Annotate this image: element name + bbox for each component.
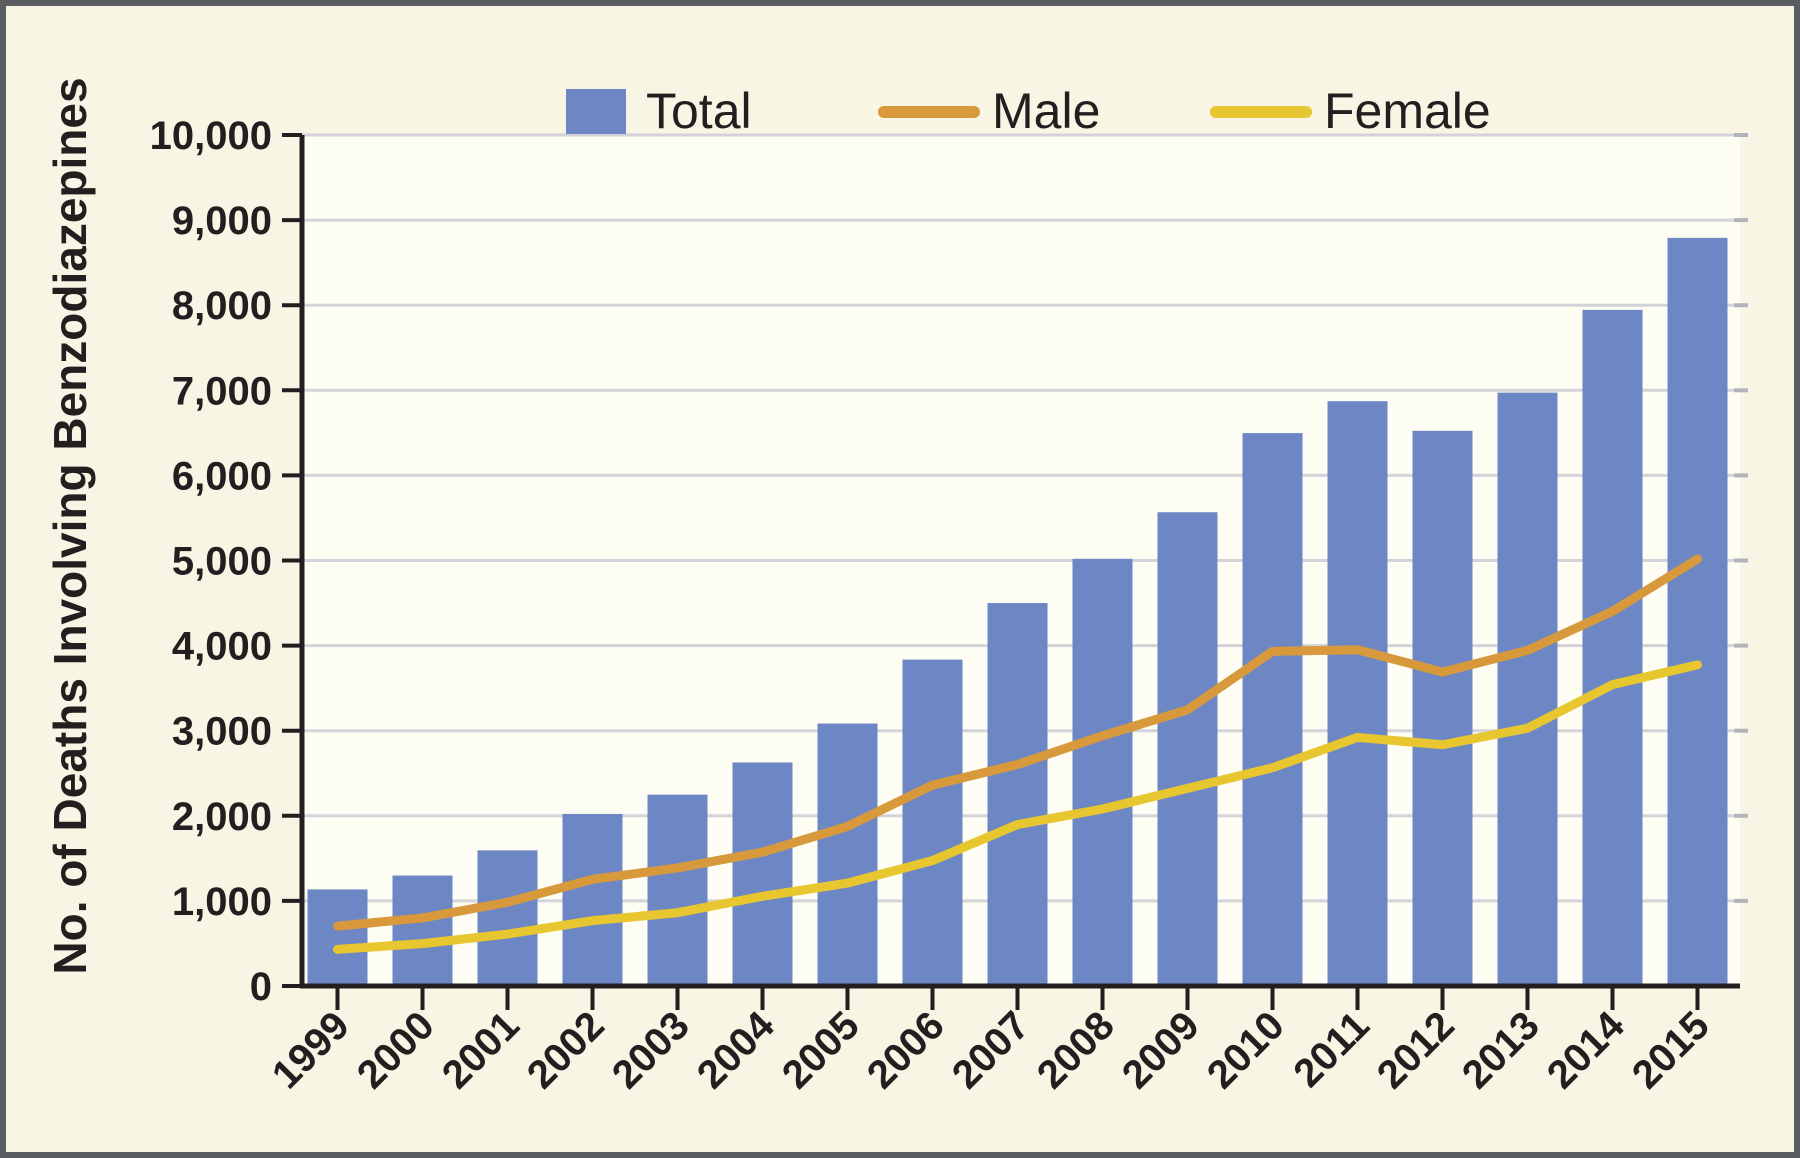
bar-2009 [1157,512,1218,986]
x-tick-label-2006: 2006 [859,1003,953,1097]
y-axis-ticks: 0 1,000 2,000 3,000 4,000 5,000 6,000 7,000 8,00… [150,114,302,1009]
y-tick-label-6000: 6,000 [172,454,272,498]
y-tick-label-0: 0 [250,965,272,1009]
y-tick-label-4000: 4,000 [172,625,272,669]
x-tick-label-2008: 2008 [1029,1003,1123,1097]
bar-2012 [1412,430,1473,986]
bar-2013 [1497,392,1558,987]
bar-2006 [902,659,963,986]
trend-lines [333,554,1702,954]
x-tick-label-2015: 2015 [1624,1003,1718,1097]
x-tick-label-1999: 1999 [264,1003,358,1097]
x-tick-label-2007: 2007 [944,1003,1038,1097]
x-tick-label-2000: 2000 [349,1003,443,1097]
x-tick-label-2001: 2001 [434,1003,528,1097]
bar-2010 [1242,433,1303,986]
female-line [333,660,1702,954]
x-tick-label-2009: 2009 [1114,1003,1208,1097]
legend-male-label: Male [992,83,1100,139]
x-tick-label-2005: 2005 [774,1003,868,1097]
bar-2007 [987,603,1048,986]
bar-2008 [1072,558,1133,986]
legend: Total Male Female [566,83,1491,139]
bar-1999 [307,889,368,986]
y-tick-label-2000: 2,000 [172,795,272,839]
y-tick-label-8000: 8,000 [172,284,272,328]
bar-2002 [562,813,623,986]
gridline-right-stubs [1734,133,1748,903]
y-tick-label-1000: 1,000 [172,880,272,924]
x-tick-label-2011: 2011 [1285,1003,1377,1095]
x-tick-label-2012: 2012 [1369,1003,1463,1097]
y-tick-label-10000: 10,000 [150,114,272,158]
x-axis-ticks: 1999200020012002200320042005200620072008… [264,986,1718,1097]
y-axis-title: No. of Deaths Involving Benzodiazepines [44,77,96,974]
bar-2015 [1667,237,1728,987]
legend-female-label: Female [1324,83,1491,139]
x-tick-label-2014: 2014 [1539,1003,1634,1098]
x-tick-label-2013: 2013 [1454,1003,1548,1097]
bar-2014 [1582,309,1643,986]
bar-2004 [732,762,793,986]
x-tick-label-2004: 2004 [689,1003,784,1098]
bar-2001 [477,850,538,986]
y-tick-label-9000: 9,000 [172,199,272,243]
y-tick-label-5000: 5,000 [172,540,272,584]
bar-2003 [647,794,708,986]
x-tick-label-2010: 2010 [1199,1003,1293,1097]
bar-2011 [1327,401,1388,986]
legend-total-label: Total [646,83,752,139]
male-line [333,554,1702,931]
benzodiazepine-deaths-chart: 0 1,000 2,000 3,000 4,000 5,000 6,000 7,000 8,00… [44,77,1748,1097]
x-tick-label-2002: 2002 [519,1003,613,1097]
y-tick-label-3000: 3,000 [172,710,272,754]
total-bars [307,237,1728,987]
legend-total-swatch-icon [566,89,626,134]
y-tick-label-7000: 7,000 [172,369,272,413]
bar-2000 [392,875,453,986]
bar-2005 [817,723,878,986]
x-tick-label-2003: 2003 [604,1003,698,1097]
